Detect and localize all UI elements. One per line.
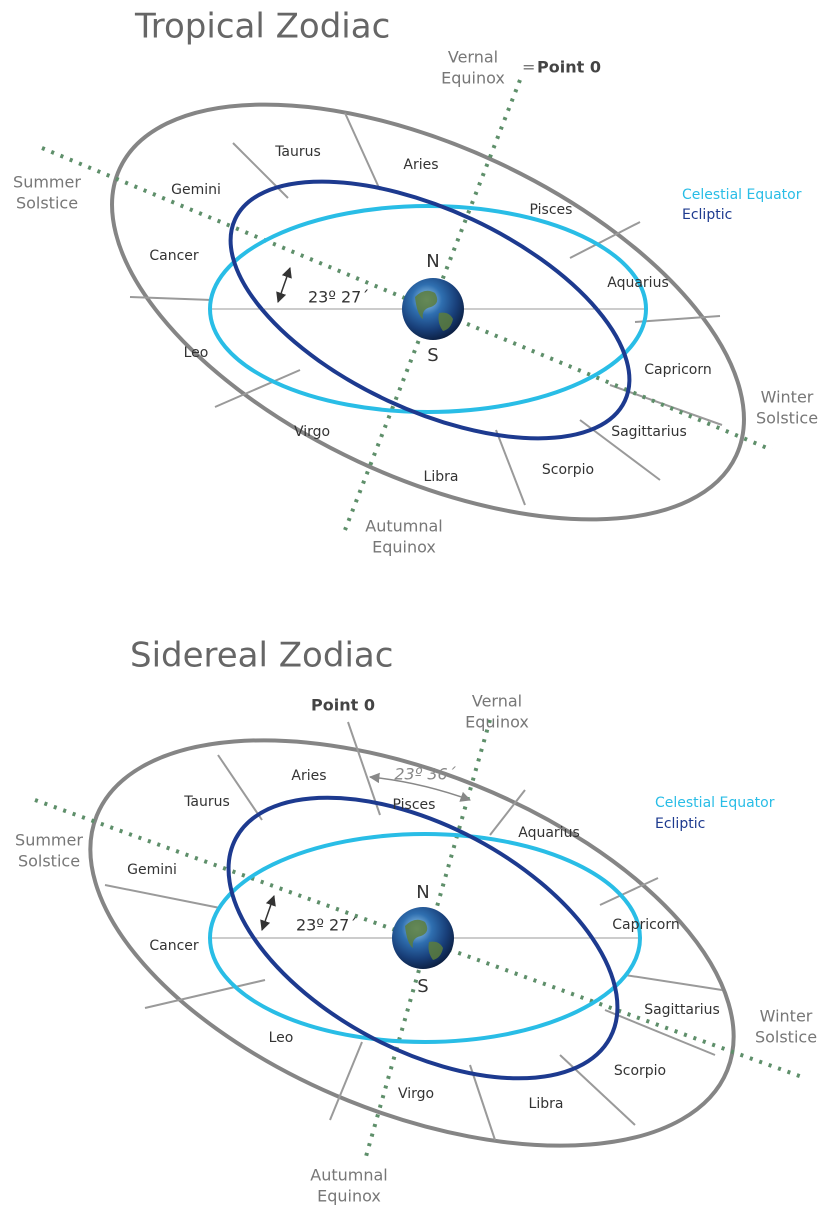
- sign-divider: [130, 297, 212, 300]
- summer-solstice-label: Summer: [13, 173, 81, 192]
- sign-label: Aries: [291, 768, 326, 784]
- ecliptic-label: Ecliptic: [682, 207, 732, 223]
- winter-solstice-label: Winter: [760, 1007, 813, 1026]
- summer-solstice-label: Solstice: [16, 194, 78, 213]
- winter-solstice-label: Winter: [761, 388, 814, 407]
- celestial-equator-label: Celestial Equator: [655, 795, 775, 811]
- zodiac-diagram: Aries Taurus Pisces Aquarius Gemini Capricorn…: [15, 636, 817, 1206]
- sign-divider: [345, 113, 380, 190]
- sign-label: Scorpio: [542, 462, 594, 478]
- sign-label: Pisces: [393, 797, 436, 813]
- vernal-equinox-label: Equinox: [441, 69, 505, 88]
- title-label: Tropical Zodiac: [134, 7, 390, 47]
- tilt-label: 23º 27´: [308, 288, 369, 307]
- sign-label: Aries: [403, 157, 438, 173]
- north-label: N: [416, 882, 429, 903]
- sign-label: Aquarius: [518, 825, 579, 841]
- shift-label: 23º 36´: [394, 765, 456, 784]
- sign-label: Taurus: [274, 144, 321, 160]
- earth: [402, 278, 464, 340]
- sign-label: Libra: [529, 1096, 564, 1112]
- autumnal-equinox-label: Equinox: [317, 1187, 381, 1206]
- ecliptic-label: Ecliptic: [655, 816, 705, 832]
- winter-solstice-label: Solstice: [756, 409, 818, 428]
- sign-label: Virgo: [398, 1086, 434, 1102]
- sign-label: Cancer: [149, 938, 199, 954]
- zodiac-diagram: Taurus Aries Pisces Gemini Cancer Aquarius Leo…: [13, 7, 818, 606]
- vernal-equinox-label: Equinox: [465, 713, 529, 732]
- autumnal-equinox-label: Autumnal: [310, 1166, 387, 1185]
- winter-solstice-label: Solstice: [755, 1028, 817, 1047]
- sign-label: Sagittarius: [611, 424, 687, 440]
- tilt-arrow: [262, 896, 274, 930]
- sign-divider: [218, 755, 262, 820]
- sign-divider: [105, 885, 220, 908]
- vernal-equinox-label: Vernal: [472, 692, 522, 711]
- tilt-label: 23º 27´: [296, 916, 357, 935]
- north-label: N: [426, 251, 439, 272]
- sign-label: Pisces: [530, 202, 573, 218]
- sign-label: Leo: [269, 1030, 294, 1046]
- sign-label: Capricorn: [612, 917, 680, 933]
- sign-label: Leo: [184, 345, 209, 361]
- title-label: Sidereal Zodiac: [130, 636, 393, 676]
- point-zero-label: Point 0: [537, 58, 601, 77]
- tilt-arrow: [278, 268, 290, 302]
- earth: [392, 907, 454, 969]
- south-label: S: [417, 976, 428, 997]
- sign-label: Gemini: [127, 862, 177, 878]
- sign-divider: [625, 975, 722, 990]
- sign-label: Virgo: [294, 424, 330, 440]
- south-label: S: [427, 345, 438, 366]
- equals-label: =: [522, 58, 535, 77]
- sign-label: Sagittarius: [644, 1002, 720, 1018]
- sign-divider: [330, 1042, 362, 1120]
- summer-solstice-label: Solstice: [18, 852, 80, 871]
- sign-label: Libra: [424, 469, 459, 485]
- autumnal-equinox-label: Autumnal: [365, 517, 442, 536]
- autumnal-equinox-label: Equinox: [372, 538, 436, 557]
- sign-label: Capricorn: [644, 362, 712, 378]
- zodiac-figure: Taurus Aries Pisces Gemini Cancer Aquarius Leo…: [0, 0, 818, 1205]
- sign-label: Scorpio: [614, 1063, 666, 1079]
- sign-divider: [496, 430, 525, 505]
- point-zero-label: Point 0: [311, 696, 375, 715]
- sign-label: Aquarius: [607, 275, 668, 291]
- sign-label: Taurus: [183, 794, 230, 810]
- sign-label: Cancer: [149, 248, 199, 264]
- summer-solstice-label: Summer: [15, 831, 83, 850]
- celestial-equator-label: Celestial Equator: [682, 187, 802, 203]
- sign-label: Gemini: [171, 182, 221, 198]
- vernal-equinox-label: Vernal: [448, 48, 498, 67]
